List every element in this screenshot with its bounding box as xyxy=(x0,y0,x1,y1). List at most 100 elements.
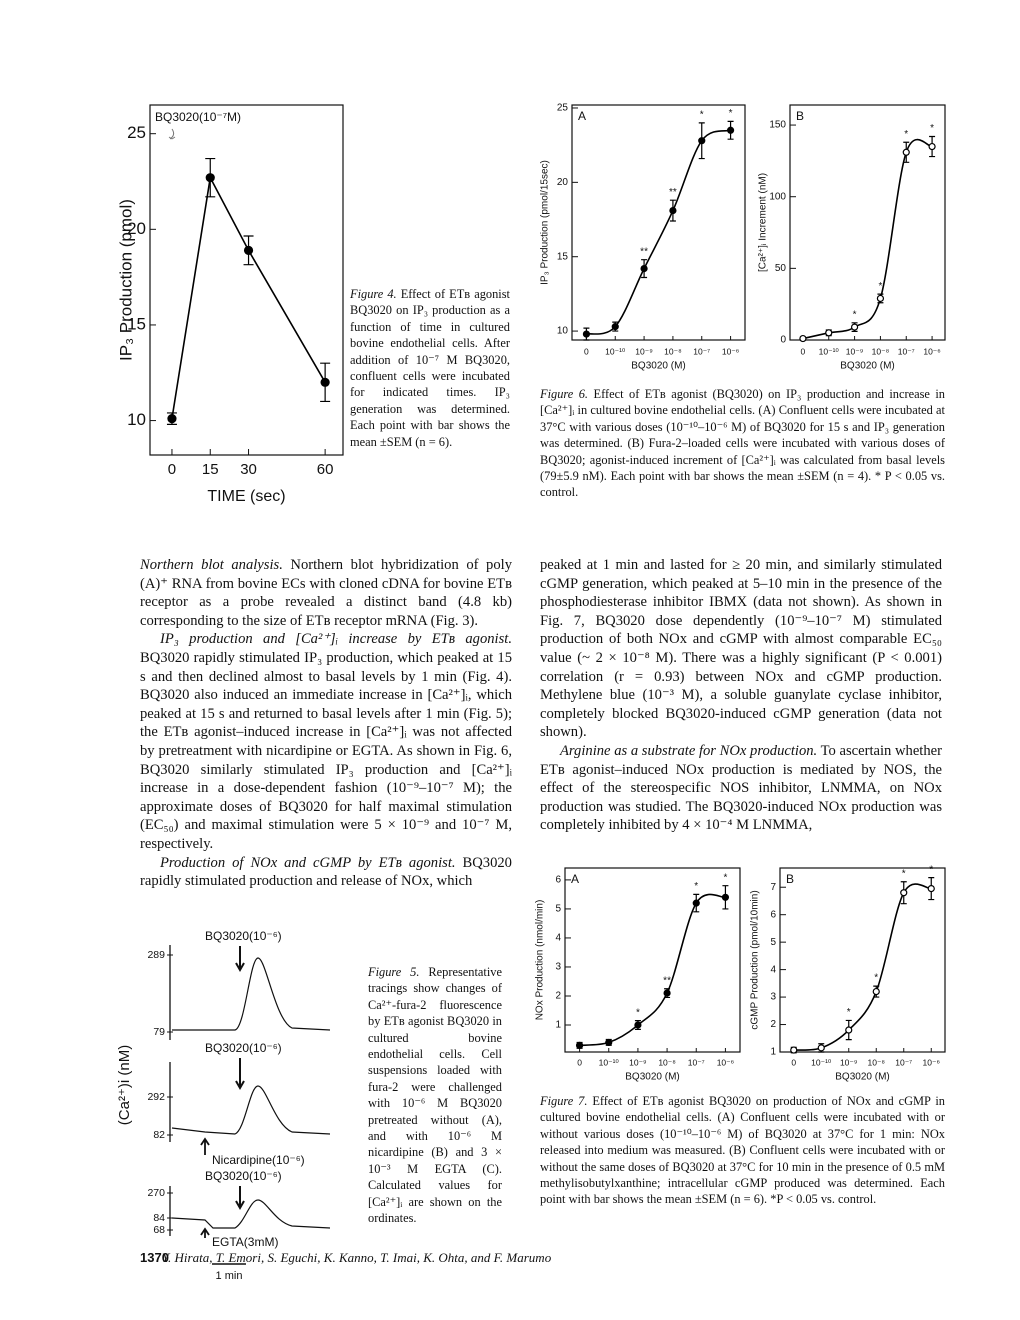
y-tick-label: 50 xyxy=(775,263,787,274)
x-tick-label: 10⁻⁹ xyxy=(629,1057,647,1067)
data-point xyxy=(928,142,936,151)
y-tick-label: 100 xyxy=(769,191,786,202)
x-tick-label: 10⁻⁶ xyxy=(722,346,739,356)
significance-mark: * xyxy=(847,1007,851,1018)
paragraph: peaked at 1 min and lasted for ≥ 20 min,… xyxy=(540,556,942,742)
stimulus-label: BQ3020(10⁻⁶) xyxy=(205,1041,282,1055)
y-tick-label: 5 xyxy=(770,937,776,948)
x-tick-label: 0 xyxy=(801,346,806,356)
paragraph: Production of NOx and cGMP by ETʙ agonis… xyxy=(140,854,512,891)
data-point xyxy=(721,893,730,901)
data-point xyxy=(243,245,254,255)
data-point xyxy=(634,1021,642,1029)
x-tick-label: 0 xyxy=(168,461,176,478)
x-tick-label: 10⁻⁸ xyxy=(664,346,682,356)
axes-frame xyxy=(564,867,741,1053)
data-point xyxy=(902,148,910,156)
annotation-arrow xyxy=(168,128,176,140)
caption-text: Effect of ETʙ agonist (BQ3020) on IP₃ pr… xyxy=(540,387,946,500)
x-tick-label: 0 xyxy=(791,1057,796,1067)
caption-text: Effect of ETʙ agonist BQ3020 on IP₃ prod… xyxy=(350,287,510,449)
data-point xyxy=(320,377,330,387)
y-axis-label: (Ca²⁺)i (nM) xyxy=(116,1045,133,1125)
data-point xyxy=(799,334,807,343)
x-tick-label: 10⁻⁸ xyxy=(872,346,890,356)
panel-label: A xyxy=(578,109,586,123)
x-tick-label: 10⁻⁸ xyxy=(867,1057,885,1067)
figure4-caption: Figure 4. Effect of ETʙ agonist BQ3020 o… xyxy=(350,286,510,450)
run-in-heading: Northern blot analysis. xyxy=(140,557,283,573)
data-line xyxy=(586,129,731,335)
x-tick-label: 30 xyxy=(240,461,257,478)
significance-mark: * xyxy=(723,872,727,883)
y-axis-label: IP₃ Production (pmol/15sec) xyxy=(540,160,551,285)
data-point xyxy=(605,1038,613,1047)
caption-text: Effect of ETʙ agonist BQ3020 on producti… xyxy=(540,1094,946,1207)
data-point xyxy=(790,1046,798,1054)
pretreatment-arrow xyxy=(200,1137,210,1155)
y-tick-label: 15 xyxy=(127,314,146,333)
x-tick-label: 10⁻¹⁰ xyxy=(605,346,626,356)
x-tick-label: 10⁻⁹ xyxy=(635,346,653,356)
pretreatment-arrow xyxy=(200,1227,210,1238)
axes-frame xyxy=(779,867,946,1053)
y-tick-label: 25 xyxy=(557,103,569,114)
y-axis-label: NOx Production (nmol/min) xyxy=(535,900,546,1021)
y-tick-label: 25 xyxy=(127,123,146,142)
data-point xyxy=(825,329,833,337)
x-tick-label: 10⁻⁸ xyxy=(658,1057,676,1067)
y-tick-label: 2 xyxy=(555,991,561,1002)
fluorescence-trace xyxy=(172,957,331,1031)
y-axis-label: IP₃ Production (pmol) xyxy=(116,199,135,361)
x-tick-label: 10⁻⁶ xyxy=(923,346,940,356)
x-axis-label: BQ3020 (M) xyxy=(840,361,894,372)
stimulus-label: BQ3020(10⁻⁶) xyxy=(205,1169,282,1183)
annotation: BQ3020(10⁻⁷M) xyxy=(155,110,241,124)
y-tick-label: 4 xyxy=(770,964,776,975)
data-line xyxy=(171,175,326,419)
significance-mark: * xyxy=(700,109,704,120)
y-tick-label: 2 xyxy=(770,1019,776,1030)
x-tick-label: 0 xyxy=(584,346,589,356)
paragraph: Northern blot analysis. Northern blot hy… xyxy=(140,556,512,630)
x-tick-label: 10⁻⁷ xyxy=(895,1057,912,1067)
significance-mark: * xyxy=(878,281,882,292)
x-tick-label: 15 xyxy=(202,461,219,478)
data-point xyxy=(872,987,880,996)
data-point xyxy=(876,294,885,303)
y-tick-label: 15 xyxy=(557,251,569,262)
x-tick-label: 10⁻⁹ xyxy=(846,346,864,356)
significance-mark: * xyxy=(729,108,733,119)
paragraph-text: BQ3020 rapidly stimulated IP₃ production… xyxy=(140,649,512,852)
y-tick-label: 3 xyxy=(770,992,776,1003)
y-axis-label: [Ca²⁺]ᵢ Increment (nM) xyxy=(758,173,769,272)
page-number: 1370 xyxy=(140,1250,169,1265)
figure5-caption: Figure 5. Representative tracings show c… xyxy=(368,964,502,1227)
y-tick-label: 6 xyxy=(555,875,561,886)
fluorescence-trace xyxy=(171,1085,331,1135)
y-tick-label: 3 xyxy=(555,962,561,973)
data-point xyxy=(726,126,735,134)
stimulus-arrow xyxy=(235,1186,245,1211)
data-point xyxy=(205,173,215,183)
significance-mark: ** xyxy=(663,975,671,986)
panel-label: A xyxy=(571,872,579,886)
data-point xyxy=(575,1041,584,1049)
left-column: Northern blot analysis. Northern blot hy… xyxy=(140,556,512,891)
caption-label: Figure 7. xyxy=(540,1094,588,1108)
significance-mark: * xyxy=(853,309,857,320)
y-tick-label: 6 xyxy=(770,909,776,920)
y-tick-label: 0 xyxy=(780,335,786,346)
data-line xyxy=(793,883,932,1051)
y-tick-label: 20 xyxy=(557,177,569,188)
trace-tick-label: 84 xyxy=(153,1212,165,1224)
y-axis-label: cGMP Production (pmol/10min) xyxy=(750,890,761,1029)
data-point xyxy=(817,1044,825,1052)
significance-mark: ** xyxy=(640,246,648,257)
x-axis-label: BQ3020 (M) xyxy=(625,1072,679,1083)
x-tick-label: 10⁻⁷ xyxy=(898,346,915,356)
significance-mark: ** xyxy=(669,187,677,198)
data-point xyxy=(611,323,619,331)
data-line xyxy=(802,138,933,340)
